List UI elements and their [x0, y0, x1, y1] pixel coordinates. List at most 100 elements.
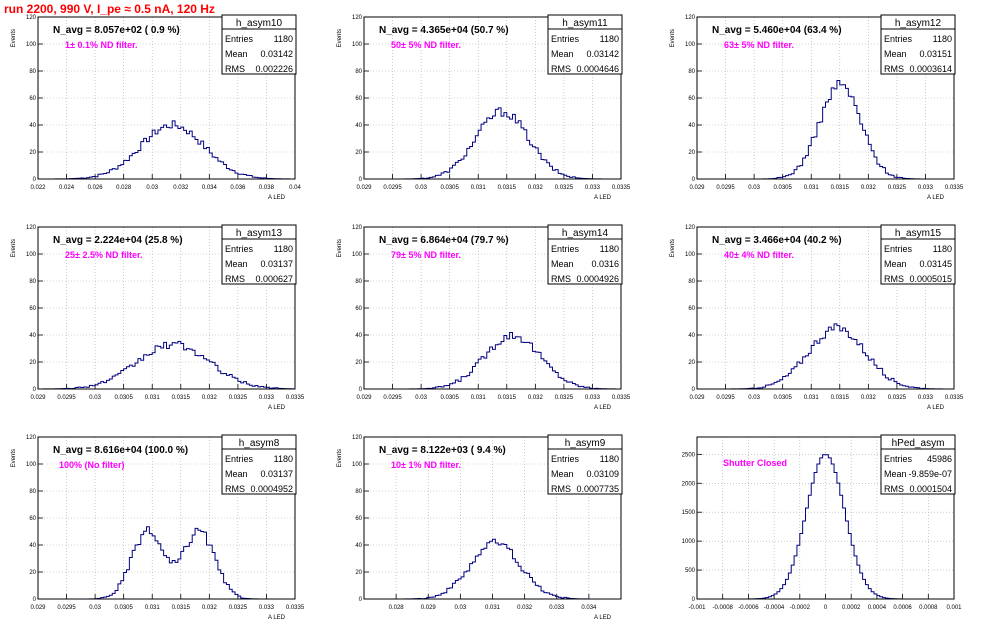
- y-tick-label: 40: [688, 333, 695, 339]
- n-avg-annotation: N_avg = 8.122e+03 ( 9.4 %): [379, 445, 506, 456]
- x-tick-label: 0.029: [421, 605, 437, 611]
- x-tick-label: -0.0008: [713, 605, 734, 611]
- stat-value-rms: 0.0003614: [909, 64, 952, 74]
- y-tick-label: 100: [26, 462, 37, 468]
- x-tick-label: 0.033: [585, 395, 601, 401]
- stat-label-entries: Entries: [225, 454, 254, 464]
- stat-value-rms: 0.0004952: [250, 484, 293, 494]
- x-tick-label: 0.0335: [612, 395, 631, 401]
- y-tick-label: 60: [355, 516, 362, 522]
- n-avg-annotation: N_avg = 8.057e+02 ( 0.9 %): [53, 25, 180, 36]
- y-tick-label: 120: [352, 435, 363, 441]
- n-avg-annotation: N_avg = 8.616e+04 (100.0 %): [53, 445, 188, 456]
- x-tick-label: 0.0335: [286, 395, 305, 401]
- stat-value-rms: 0.0005015: [909, 274, 952, 284]
- x-tick-label: 0.0315: [172, 605, 191, 611]
- stat-label-entries: Entries: [551, 34, 580, 44]
- stats-box: [547, 14, 623, 75]
- stat-label-entries: Entries: [551, 454, 580, 464]
- stat-label-entries: Entries: [884, 244, 913, 254]
- y-tick-label: 80: [355, 69, 362, 75]
- histogram-name: h_asym12: [895, 18, 942, 29]
- plot-frame: [37, 226, 296, 390]
- x-tick-label: 0.03: [415, 395, 427, 401]
- stat-label-rms: RMS: [884, 64, 904, 74]
- x-axis-title: A LED: [927, 195, 945, 201]
- x-axis-title: A LED: [927, 405, 945, 411]
- x-tick-label: 0: [824, 605, 828, 611]
- histogram-series: [38, 526, 295, 600]
- y-tick-label: 20: [29, 570, 36, 576]
- x-tick-label: 0.029: [356, 395, 372, 401]
- histogram-pad-h_asym13: 0.029 0.0295 0.03 0.0305 0.031 0.0315 0.032 0.0…: [11, 224, 305, 411]
- y-tick-label: 40: [355, 333, 362, 339]
- x-tick-label: 0.033: [918, 395, 934, 401]
- filter-label: 50± 5% ND filter.: [391, 40, 461, 50]
- stat-value-rms: 0.000627: [255, 274, 293, 284]
- stat-label-rms: RMS: [884, 484, 904, 494]
- stat-label-mean: Mean: [551, 259, 574, 269]
- y-tick-label: 0: [692, 387, 696, 393]
- histogram-name: hPed_asym: [892, 438, 945, 449]
- y-tick-label: 40: [355, 543, 362, 549]
- x-tick-label: 0.0006: [893, 605, 912, 611]
- x-tick-label: 0.03: [89, 605, 101, 611]
- run-title: run 2200, 990 V, I_pe ≈ 0.5 nA, 120 Hz: [4, 2, 215, 16]
- x-tick-label: -0.001: [688, 605, 706, 611]
- stats-box: [547, 434, 623, 495]
- x-tick-label: 0.0325: [555, 185, 574, 191]
- x-tick-label: 0.0325: [229, 605, 248, 611]
- x-tick-label: 0.0335: [612, 185, 631, 191]
- stat-value-entries: 1180: [933, 244, 952, 254]
- y-tick-label: 100: [352, 252, 363, 258]
- y-tick-label: 40: [688, 123, 695, 129]
- x-tick-label: 0.0325: [888, 395, 907, 401]
- stats-box: [880, 224, 956, 285]
- stat-value-mean: -9.859e-07: [908, 469, 952, 479]
- stat-label-entries: Entries: [884, 34, 913, 44]
- x-tick-label: 0.031: [471, 185, 487, 191]
- x-tick-label: 0.0295: [716, 185, 735, 191]
- x-tick-label: 0.032: [528, 185, 544, 191]
- y-tick-label: 0: [359, 597, 363, 603]
- stat-value-entries: 1180: [600, 244, 619, 254]
- y-tick-label: 120: [352, 15, 363, 21]
- x-tick-label: 0.029: [356, 185, 372, 191]
- x-tick-label: 0.0325: [888, 185, 907, 191]
- y-tick-label: 60: [355, 306, 362, 312]
- stat-value-mean: 0.03137: [260, 259, 293, 269]
- x-tick-label: 0.0335: [286, 605, 305, 611]
- x-tick-label: 0.036: [230, 185, 246, 191]
- histogram-pad-h_asym10: 0.022 0.024 0.026 0.028 0.03 0.032 0.034 0.036 0…: [11, 14, 301, 201]
- x-tick-label: 0.032: [202, 395, 218, 401]
- y-tick-label: 120: [26, 435, 37, 441]
- x-tick-label: 0.0002: [842, 605, 861, 611]
- stat-value-mean: 0.03142: [586, 49, 619, 59]
- stat-label-rms: RMS: [225, 484, 245, 494]
- histogram-name: h_asym11: [562, 18, 608, 29]
- x-tick-label: 0.0295: [383, 185, 402, 191]
- histogram-series: [697, 80, 954, 180]
- x-tick-label: -0.0002: [790, 605, 811, 611]
- histogram-pad-h_asym15: 0.029 0.0295 0.03 0.0305 0.031 0.0315 0.032 0.0…: [670, 224, 964, 411]
- filter-label: Shutter Closed: [723, 458, 787, 468]
- histogram-pad-hPed_asym: -0.001 -0.0008 -0.0006 -0.0004 -0.0002 0 0.000…: [682, 434, 962, 611]
- stat-label-rms: RMS: [225, 274, 245, 284]
- x-tick-label: 0.001: [946, 605, 962, 611]
- stat-label-rms: RMS: [551, 64, 571, 74]
- histogram-name: h_asym14: [562, 228, 609, 239]
- x-tick-label: 0.0305: [773, 185, 792, 191]
- x-tick-label: 0.0335: [945, 185, 964, 191]
- stat-label-mean: Mean: [884, 49, 907, 59]
- x-axis-title: A LED: [268, 615, 286, 621]
- stat-value-mean: 0.03145: [919, 259, 952, 269]
- x-tick-label: 0.032: [173, 185, 189, 191]
- y-tick-label: 500: [685, 568, 696, 574]
- y-tick-label: 60: [29, 96, 36, 102]
- x-tick-label: 0.032: [861, 395, 877, 401]
- y-tick-label: 40: [29, 123, 36, 129]
- stats-box: [547, 224, 623, 285]
- x-tick-label: 0.0315: [172, 395, 191, 401]
- histogram-series: [364, 107, 621, 180]
- x-tick-label: 0.0315: [498, 395, 517, 401]
